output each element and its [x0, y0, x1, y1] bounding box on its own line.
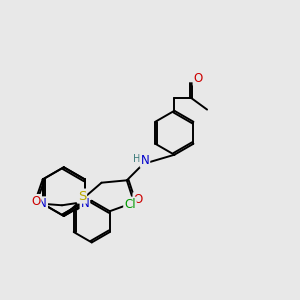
Text: Cl: Cl — [124, 198, 136, 211]
Text: O: O — [194, 72, 203, 85]
Text: N: N — [141, 154, 149, 167]
Text: O: O — [31, 195, 40, 208]
Text: O: O — [134, 193, 143, 206]
Text: H: H — [133, 154, 140, 164]
Text: N: N — [38, 197, 47, 210]
Text: N: N — [80, 197, 89, 210]
Text: S: S — [78, 190, 86, 202]
